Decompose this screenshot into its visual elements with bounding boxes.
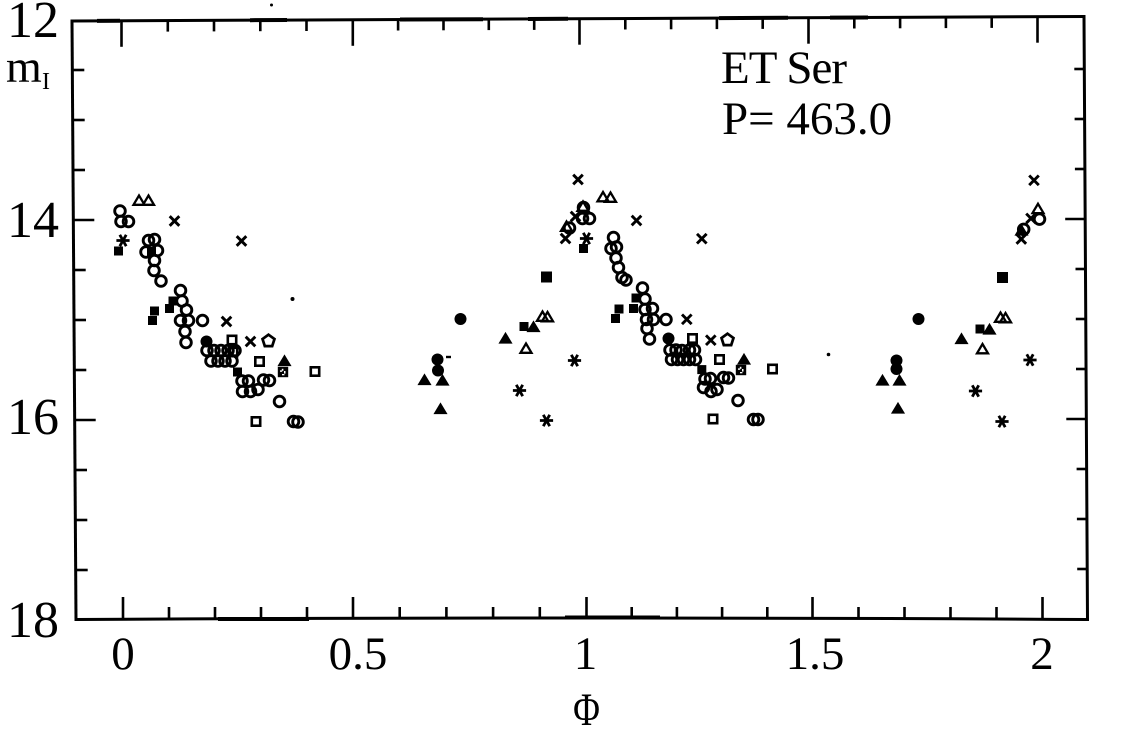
- svg-text:0: 0: [111, 628, 135, 680]
- svg-text:ET Ser: ET Ser: [721, 42, 847, 94]
- svg-text:2: 2: [1030, 628, 1054, 680]
- svg-text:1.5: 1.5: [786, 628, 845, 680]
- svg-text:I: I: [42, 69, 50, 95]
- svg-text:14: 14: [7, 192, 59, 249]
- svg-text:P= 463.0: P= 463.0: [722, 93, 892, 145]
- svg-text:18: 18: [7, 592, 59, 649]
- svg-text:0.5: 0.5: [329, 628, 388, 680]
- svg-text:16: 16: [7, 389, 59, 446]
- svg-text:1: 1: [574, 628, 598, 680]
- svg-text:Φ: Φ: [573, 684, 600, 728]
- svg-text:m: m: [6, 41, 42, 92]
- svg-text:12: 12: [7, 0, 59, 49]
